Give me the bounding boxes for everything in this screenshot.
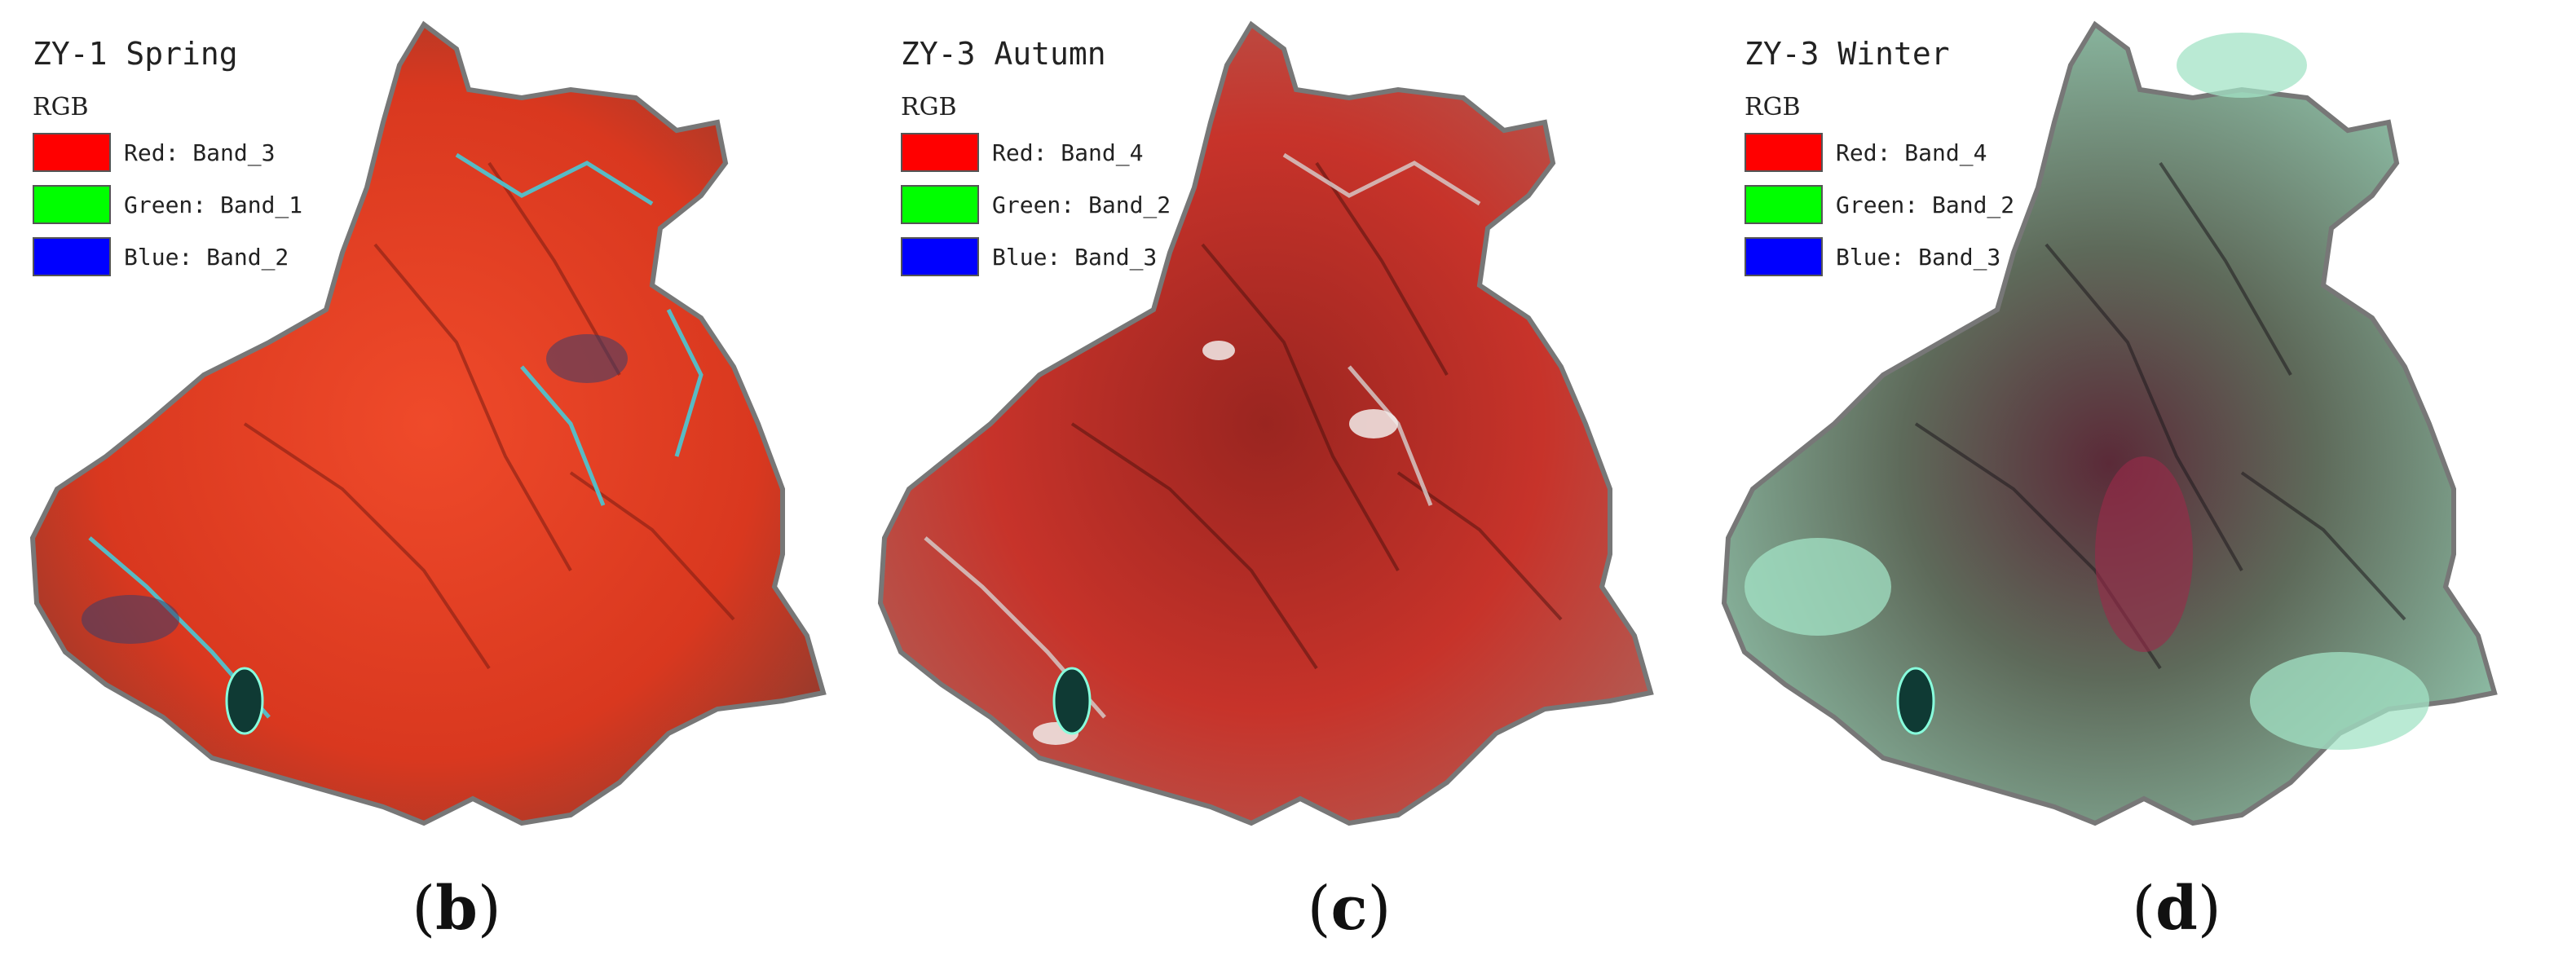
legend-label: Green: Band_2 bbox=[992, 191, 1171, 218]
caption-close: ) bbox=[2197, 874, 2221, 944]
rgb-label: RGB bbox=[1745, 93, 1801, 121]
legend-row-blue: Blue: Band_2 bbox=[33, 236, 302, 278]
legend-label: Blue: Band_3 bbox=[1836, 243, 2001, 271]
caption-open: ( bbox=[412, 874, 436, 944]
green-swatch bbox=[33, 185, 111, 224]
legend: ZY-3 Autumn RGB Red: Band_4 Green: Band_… bbox=[901, 36, 1171, 278]
legend-label: Green: Band_1 bbox=[124, 191, 303, 218]
caption-letter: d bbox=[2155, 874, 2198, 944]
panel-b: ZY-1 Spring RGB Red: Band_3 Green: Band_… bbox=[0, 0, 858, 978]
legend-row-blue: Blue: Band_3 bbox=[1745, 236, 2014, 278]
caption-open: ( bbox=[1307, 874, 1331, 944]
caption-close: ) bbox=[1367, 874, 1392, 944]
satellite-map-autumn bbox=[877, 20, 1654, 826]
legend-label: Blue: Band_2 bbox=[124, 243, 289, 271]
panel-caption: (c) bbox=[1268, 874, 1431, 944]
legend-row-red: Red: Band_4 bbox=[901, 131, 1171, 174]
legend-row-green: Green: Band_1 bbox=[33, 183, 302, 226]
legend-row-blue: Blue: Band_3 bbox=[901, 236, 1171, 278]
panel-title: ZY-3 Autumn bbox=[901, 36, 1106, 72]
green-swatch bbox=[901, 185, 979, 224]
caption-letter: b bbox=[435, 874, 478, 944]
legend-label: Green: Band_2 bbox=[1836, 191, 2015, 218]
panel-title: ZY-3 Winter bbox=[1745, 36, 1950, 72]
legend-row-red: Red: Band_4 bbox=[1745, 131, 2014, 174]
legend-label: Blue: Band_3 bbox=[992, 243, 1158, 271]
red-swatch bbox=[33, 133, 111, 172]
satellite-map-winter bbox=[1721, 20, 2498, 826]
region-outline bbox=[29, 20, 827, 826]
lake bbox=[1052, 667, 1092, 735]
legend-label: Red: Band_4 bbox=[992, 139, 1144, 166]
rgb-label: RGB bbox=[901, 93, 957, 121]
region-outline bbox=[877, 20, 1654, 826]
caption-letter: c bbox=[1330, 874, 1368, 944]
blue-swatch bbox=[901, 237, 979, 276]
blue-swatch bbox=[1745, 237, 1823, 276]
panel-caption: (b) bbox=[375, 874, 538, 944]
green-swatch bbox=[1745, 185, 1823, 224]
blue-swatch bbox=[33, 237, 111, 276]
legend-label: Red: Band_4 bbox=[1836, 139, 1987, 166]
panel-c: ZY-3 Autumn RGB Red: Band_4 Green: Band_… bbox=[876, 0, 1735, 978]
lake bbox=[1896, 667, 1935, 735]
lake bbox=[225, 667, 264, 735]
caption-open: ( bbox=[2132, 874, 2156, 944]
red-swatch bbox=[1745, 133, 1823, 172]
legend: ZY-3 Winter RGB Red: Band_4 Green: Band_… bbox=[1745, 36, 2014, 278]
legend-row-red: Red: Band_3 bbox=[33, 131, 302, 174]
satellite-map-spring bbox=[29, 20, 827, 826]
legend-row-green: Green: Band_2 bbox=[1745, 183, 2014, 226]
panel-d: ZY-3 Winter RGB Red: Band_4 Green: Band_… bbox=[1720, 0, 2576, 978]
panel-caption: (d) bbox=[2095, 874, 2258, 944]
caption-close: ) bbox=[477, 874, 501, 944]
legend: ZY-1 Spring RGB Red: Band_3 Green: Band_… bbox=[33, 36, 302, 278]
panel-title: ZY-1 Spring bbox=[33, 36, 238, 72]
region-outline bbox=[1721, 20, 2498, 826]
red-swatch bbox=[901, 133, 979, 172]
rgb-label: RGB bbox=[33, 93, 89, 121]
legend-label: Red: Band_3 bbox=[124, 139, 276, 166]
legend-row-green: Green: Band_2 bbox=[901, 183, 1171, 226]
